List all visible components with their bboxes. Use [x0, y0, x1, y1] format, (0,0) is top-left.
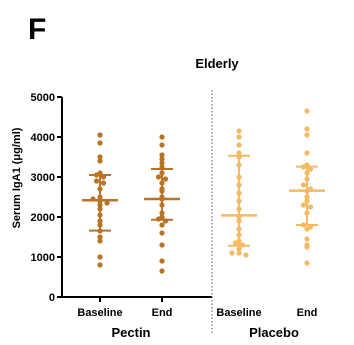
group-labels: Pectin Placebo — [111, 325, 298, 340]
data-points — [90, 108, 314, 274]
x-category-label: End — [297, 307, 318, 319]
data-point — [159, 134, 165, 140]
data-point — [304, 126, 310, 132]
data-point — [159, 142, 165, 148]
group-label: Placebo — [249, 325, 299, 340]
data-point — [159, 160, 165, 166]
data-point — [104, 200, 110, 206]
x-category-label: Baseline — [77, 307, 122, 319]
mean-sd-bars — [82, 154, 325, 247]
data-point — [97, 262, 103, 268]
data-point — [97, 132, 103, 138]
data-point — [97, 154, 103, 160]
data-point — [159, 152, 165, 158]
x-category-label: Baseline — [216, 307, 261, 319]
data-point — [307, 204, 314, 210]
y-axis-label: Serum IgA1 (μg/ml) — [11, 127, 23, 228]
data-point — [159, 258, 165, 264]
data-point — [307, 166, 314, 172]
data-point — [162, 176, 169, 182]
data-point — [159, 230, 165, 236]
data-point — [159, 242, 165, 248]
data-point — [304, 260, 310, 266]
data-point — [236, 250, 242, 256]
data-point — [304, 150, 310, 156]
data-point — [300, 182, 307, 188]
chart-title: Elderly — [195, 56, 239, 71]
axes: 0 1000 2000 3000 4000 5000 — [31, 92, 212, 304]
data-point — [236, 150, 242, 156]
x-category-label: End — [152, 307, 173, 319]
data-point — [236, 128, 242, 134]
data-point — [97, 140, 103, 146]
data-point — [93, 178, 100, 184]
data-point — [159, 156, 165, 162]
y-tick-label: 1000 — [31, 252, 55, 264]
data-point — [97, 234, 103, 240]
data-point — [97, 254, 103, 260]
data-point — [243, 252, 249, 258]
y-tick-label: 0 — [49, 292, 55, 304]
category-labels: Baseline End Baseline End — [77, 307, 317, 319]
data-point — [159, 222, 165, 228]
y-tick-label: 2000 — [31, 212, 55, 224]
data-point — [236, 134, 242, 140]
data-point — [100, 180, 107, 186]
group-label: Pectin — [111, 325, 150, 340]
data-point — [97, 158, 103, 164]
data-point — [304, 132, 310, 138]
data-point — [159, 268, 165, 274]
data-point — [236, 246, 242, 252]
data-point — [300, 202, 307, 208]
y-tick-label: 5000 — [31, 92, 55, 104]
data-point — [155, 174, 162, 180]
data-point — [229, 250, 235, 256]
data-point — [304, 236, 310, 242]
data-point — [236, 142, 242, 148]
y-tick-label: 3000 — [31, 172, 55, 184]
y-tick-label: 4000 — [31, 132, 55, 144]
data-point — [304, 242, 310, 248]
data-point — [97, 238, 103, 244]
data-point — [304, 108, 310, 114]
panel-label: F — [28, 13, 46, 46]
